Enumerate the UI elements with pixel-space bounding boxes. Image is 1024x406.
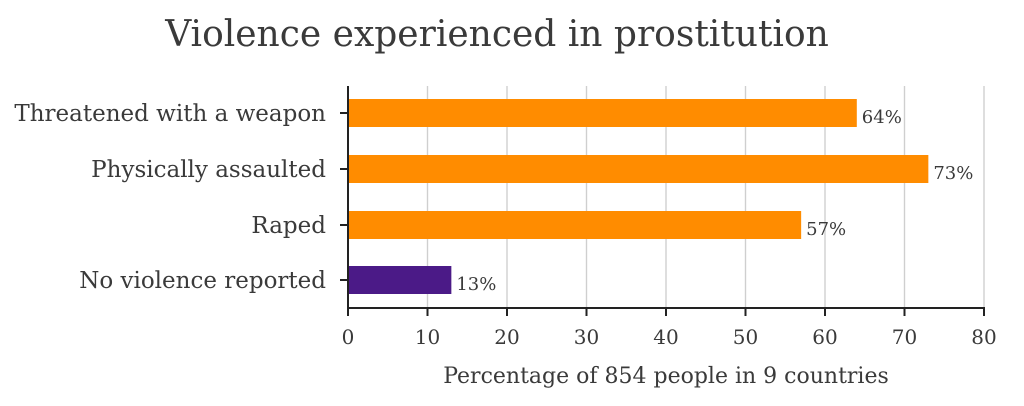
y-tick-label: No violence reported	[79, 268, 326, 294]
bar	[348, 266, 452, 294]
y-axis-labels: Threatened with a weapon Physically assau…	[14, 101, 348, 294]
x-tick-label: 40	[653, 325, 678, 349]
x-tick-label: 10	[415, 325, 440, 349]
y-tick-label: Threatened with a weapon	[14, 101, 326, 127]
x-tick-label: 60	[812, 325, 837, 349]
bars: 64% 73% 57% 13%	[348, 99, 973, 295]
x-axis-ticks: 0 10 20 30 40 50 60 70 80	[342, 308, 997, 349]
x-tick-label: 70	[892, 325, 917, 349]
y-tick-label: Physically assaulted	[91, 157, 326, 183]
data-label: 73%	[933, 163, 973, 184]
data-label: 64%	[862, 107, 902, 128]
x-tick-label: 0	[342, 325, 355, 349]
y-tick-label: Raped	[251, 213, 326, 239]
data-label: 57%	[806, 219, 846, 240]
chart-title: Violence experienced in prostitution	[164, 14, 829, 55]
x-tick-label: 50	[733, 325, 758, 349]
bar	[348, 211, 802, 239]
data-label: 13%	[456, 274, 496, 295]
x-tick-label: 30	[574, 325, 599, 349]
bar	[348, 99, 857, 127]
bar	[348, 155, 929, 183]
x-tick-label: 80	[971, 325, 996, 349]
x-axis-title: Percentage of 854 people in 9 countries	[443, 364, 889, 389]
x-tick-label: 20	[494, 325, 519, 349]
